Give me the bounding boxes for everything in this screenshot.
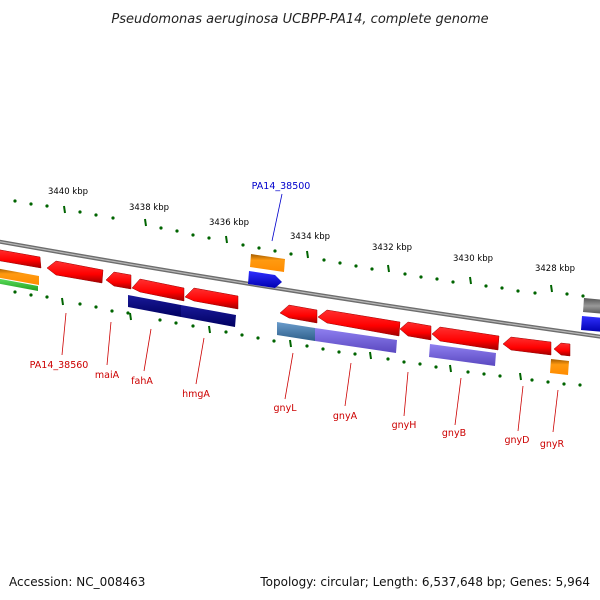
steelblue-feature — [277, 322, 315, 341]
tick-label-3428: 3428 kbp — [535, 264, 575, 274]
gene-label-gnyh: gnyH — [392, 420, 417, 431]
blue-feature-arrow — [248, 271, 282, 288]
orange-feature — [550, 359, 569, 375]
cds-arrow — [184, 287, 239, 310]
upper-cds-track — [0, 249, 571, 357]
topology-text: Topology: circular; Length: 6,537,648 bp… — [259, 575, 590, 589]
navy-feature — [181, 305, 236, 327]
cds-arrow — [131, 278, 185, 302]
cds-arrow — [279, 304, 318, 324]
label-connectors — [61, 193, 559, 433]
tick-label-3440: 3440 kbp — [48, 187, 88, 197]
gene-label-gnyd: gnyD — [505, 435, 530, 446]
gene-label-maia: maiA — [95, 370, 120, 381]
tick-label-3434: 3434 kbp — [290, 232, 330, 242]
tick-label-3438: 3438 kbp — [129, 203, 169, 213]
gene-label-faha: fahA — [131, 376, 153, 387]
cds-arrow — [502, 336, 552, 356]
cds-arrow — [46, 260, 104, 284]
gene-label-gnya: gnyA — [333, 411, 358, 422]
gene-label-gnyb: gnyB — [442, 428, 466, 439]
cds-arrow — [431, 326, 500, 351]
gene-label-hmga: hmgA — [182, 389, 210, 400]
orange-feature — [250, 254, 285, 272]
cds-arrow — [317, 309, 401, 337]
cds-arrow — [399, 321, 432, 341]
tick-label-3436: 3436 kbp — [209, 218, 249, 228]
gene-label-pa14-38560: PA14_38560 — [30, 360, 89, 371]
cds-arrow — [105, 271, 132, 290]
lavender-feature — [429, 344, 496, 366]
outer-tick-ring — [13, 199, 585, 298]
inner-tick-ring — [13, 290, 582, 387]
gene-label-gnyr: gnyR — [540, 439, 565, 450]
blue-feature-right — [581, 316, 600, 332]
cds-arrow — [553, 342, 571, 357]
green-feature-left — [0, 278, 38, 291]
gray-feature-right — [583, 298, 600, 314]
orange-feature-left — [0, 268, 39, 285]
gene-label-pa14-38500: PA14_38500 — [252, 181, 311, 192]
tick-label-3430: 3430 kbp — [453, 254, 493, 264]
accession-text: Accession: NC_008463 — [9, 575, 145, 589]
tick-label-3432: 3432 kbp — [372, 243, 412, 253]
cds-arrow — [0, 249, 42, 269]
gene-label-gnyl: gnyL — [274, 403, 298, 414]
map-title: Pseudomonas aeruginosa UCBPP-PA14, compl… — [111, 12, 488, 27]
lavender-feature — [315, 328, 397, 353]
navy-feature — [128, 295, 181, 317]
genome-backbone-highlight — [0, 241, 600, 338]
